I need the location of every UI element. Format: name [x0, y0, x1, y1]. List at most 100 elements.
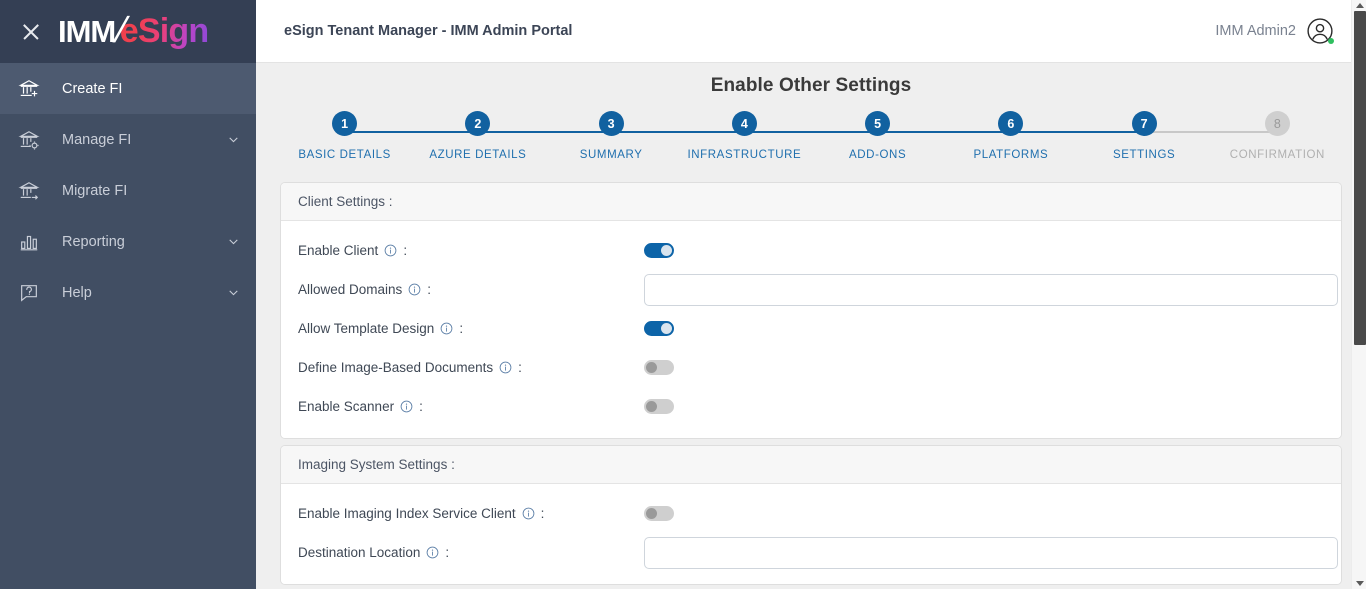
step-number[interactable]: 2 — [465, 111, 491, 136]
panel-body: Enable Imaging Index Service Client : — [281, 484, 1341, 584]
chevron-down-icon[interactable] — [227, 286, 240, 299]
sidebar: IMM / eSign Create FI — [0, 0, 256, 589]
stepper-step-platforms[interactable]: 6 PLATFORMS — [944, 111, 1077, 161]
page-header-title: eSign Tenant Manager - IMM Admin Portal — [284, 23, 573, 39]
close-x-icon[interactable] — [18, 19, 44, 45]
setting-label: Allow Template Design — [298, 321, 435, 336]
stepper-step-settings[interactable]: 7 SETTINGS — [1078, 111, 1211, 161]
setting-colon: : — [403, 243, 408, 258]
settings-panels: Client Settings : Enable Client : — [256, 173, 1366, 585]
setting-label-wrap: Enable Imaging Index Service Client : — [298, 506, 644, 521]
info-icon[interactable] — [426, 546, 439, 559]
destination-location-input[interactable] — [644, 536, 1338, 569]
step-number[interactable]: 6 — [998, 111, 1024, 136]
info-icon[interactable] — [440, 322, 453, 335]
stepper-step-summary[interactable]: 3 SUMMARY — [545, 111, 678, 161]
panel-heading: Imaging System Settings : — [281, 446, 1341, 484]
step-label: ADD-ONS — [849, 149, 907, 161]
step-number[interactable]: 8 — [1264, 111, 1290, 136]
toggle-allow-template-design[interactable] — [644, 321, 674, 336]
vertical-scrollbar[interactable] — [1351, 0, 1366, 589]
panel-client-settings: Client Settings : Enable Client : — [280, 182, 1342, 439]
page-title: Enable Other Settings — [710, 75, 912, 96]
scroll-up-arrow-icon[interactable] — [1352, 0, 1366, 11]
inner-scroll-gutter — [1342, 63, 1351, 589]
stepper-step-azure-details[interactable]: 2 AZURE DETAILS — [411, 111, 544, 161]
stepper-step-confirmation[interactable]: 8 CONFIRMATION — [1211, 111, 1344, 161]
setting-label: Enable Scanner — [298, 399, 395, 414]
setting-label: Enable Client — [298, 243, 379, 258]
sidebar-item-reporting[interactable]: Reporting — [0, 216, 256, 267]
step-number[interactable]: 3 — [598, 111, 624, 136]
topbar: eSign Tenant Manager - IMM Admin Portal … — [256, 0, 1366, 63]
sidebar-item-help[interactable]: Help — [0, 267, 256, 318]
panel-body: Enable Client : — [281, 221, 1341, 438]
setting-label-wrap: Enable Client : — [298, 243, 644, 258]
info-icon[interactable] — [499, 361, 512, 374]
wizard-stepper: 1 BASIC DETAILS 2 AZURE DETAILS 3 SUMMAR… — [278, 111, 1344, 173]
scrollbar-thumb[interactable] — [1354, 11, 1366, 345]
sidebar-item-migrate-fi[interactable]: Migrate FI — [0, 165, 256, 216]
allowed-domains-input[interactable] — [644, 273, 1338, 306]
setting-control — [644, 360, 1324, 375]
setting-label-wrap: Allow Template Design : — [298, 321, 644, 336]
setting-colon: : — [427, 282, 432, 297]
setting-label-wrap: Enable Scanner : — [298, 399, 644, 414]
logo-text-esign: eSign — [119, 12, 209, 50]
step-number[interactable]: 5 — [865, 111, 891, 136]
user-avatar-icon[interactable] — [1306, 17, 1334, 45]
setting-row-enable-imaging-index-service-client: Enable Imaging Index Service Client : — [281, 494, 1341, 533]
info-icon[interactable] — [522, 507, 535, 520]
question-chat-icon — [18, 282, 48, 304]
user-name-label: IMM Admin2 — [1215, 23, 1296, 39]
step-number[interactable]: 7 — [1131, 111, 1157, 136]
step-label: CONFIRMATION — [1229, 149, 1325, 161]
setting-label: Enable Imaging Index Service Client — [298, 506, 516, 521]
toggle-knob — [661, 245, 672, 256]
sidebar-item-label: Reporting — [62, 233, 125, 250]
toggle-enable-client[interactable] — [644, 243, 674, 258]
setting-colon: : — [445, 545, 450, 560]
panel-heading: Client Settings : — [281, 183, 1341, 221]
setting-row-define-image-based-documents: Define Image-Based Documents : — [281, 348, 1341, 387]
setting-label-wrap: Allowed Domains : — [298, 282, 644, 297]
topbar-user-area[interactable]: IMM Admin2 — [1215, 17, 1334, 45]
step-label: SUMMARY — [579, 149, 643, 161]
info-icon[interactable] — [384, 244, 397, 257]
info-icon[interactable] — [408, 283, 421, 296]
bar-chart-icon — [18, 231, 48, 253]
sidebar-item-manage-fi[interactable]: Manage FI — [0, 114, 256, 165]
setting-label-wrap: Define Image-Based Documents : — [298, 360, 644, 375]
step-number[interactable]: 4 — [731, 111, 757, 136]
step-number[interactable]: 1 — [332, 111, 358, 136]
sidebar-item-label: Migrate FI — [62, 182, 128, 199]
info-icon[interactable] — [400, 400, 413, 413]
chevron-down-icon[interactable] — [227, 235, 240, 248]
setting-label: Destination Location — [298, 545, 421, 560]
setting-colon: : — [518, 360, 522, 375]
toggle-knob — [646, 362, 657, 373]
chevron-down-icon[interactable] — [227, 133, 240, 146]
stepper-step-basic-details[interactable]: 1 BASIC DETAILS — [278, 111, 411, 161]
toggle-define-image-based-documents[interactable] — [644, 360, 674, 375]
setting-colon: : — [540, 506, 545, 521]
scroll-down-arrow-icon[interactable] — [1352, 578, 1366, 589]
sidebar-item-label: Create FI — [62, 80, 123, 97]
setting-row-enable-client: Enable Client : — [281, 231, 1341, 270]
logo-text-imm: IMM — [58, 14, 116, 49]
setting-row-enable-scanner: Enable Scanner : — [281, 387, 1341, 426]
toggle-knob — [646, 401, 657, 412]
toggle-enable-scanner[interactable] — [644, 399, 674, 414]
setting-label: Allowed Domains — [298, 282, 403, 297]
stepper-step-add-ons[interactable]: 5 ADD-ONS — [811, 111, 944, 161]
main-content: eSign Tenant Manager - IMM Admin Portal … — [256, 0, 1366, 589]
setting-control — [644, 273, 1338, 306]
setting-control — [644, 399, 1324, 414]
step-label: BASIC DETAILS — [298, 149, 391, 161]
stepper-steps: 1 BASIC DETAILS 2 AZURE DETAILS 3 SUMMAR… — [278, 111, 1344, 161]
bank-gear-icon — [18, 129, 48, 151]
stepper-step-infrastructure[interactable]: 4 INFRASTRUCTURE — [678, 111, 811, 161]
toggle-enable-imaging-index-service-client[interactable] — [644, 506, 674, 521]
sidebar-item-create-fi[interactable]: Create FI — [0, 63, 256, 114]
sidebar-header: IMM / eSign — [0, 0, 256, 63]
